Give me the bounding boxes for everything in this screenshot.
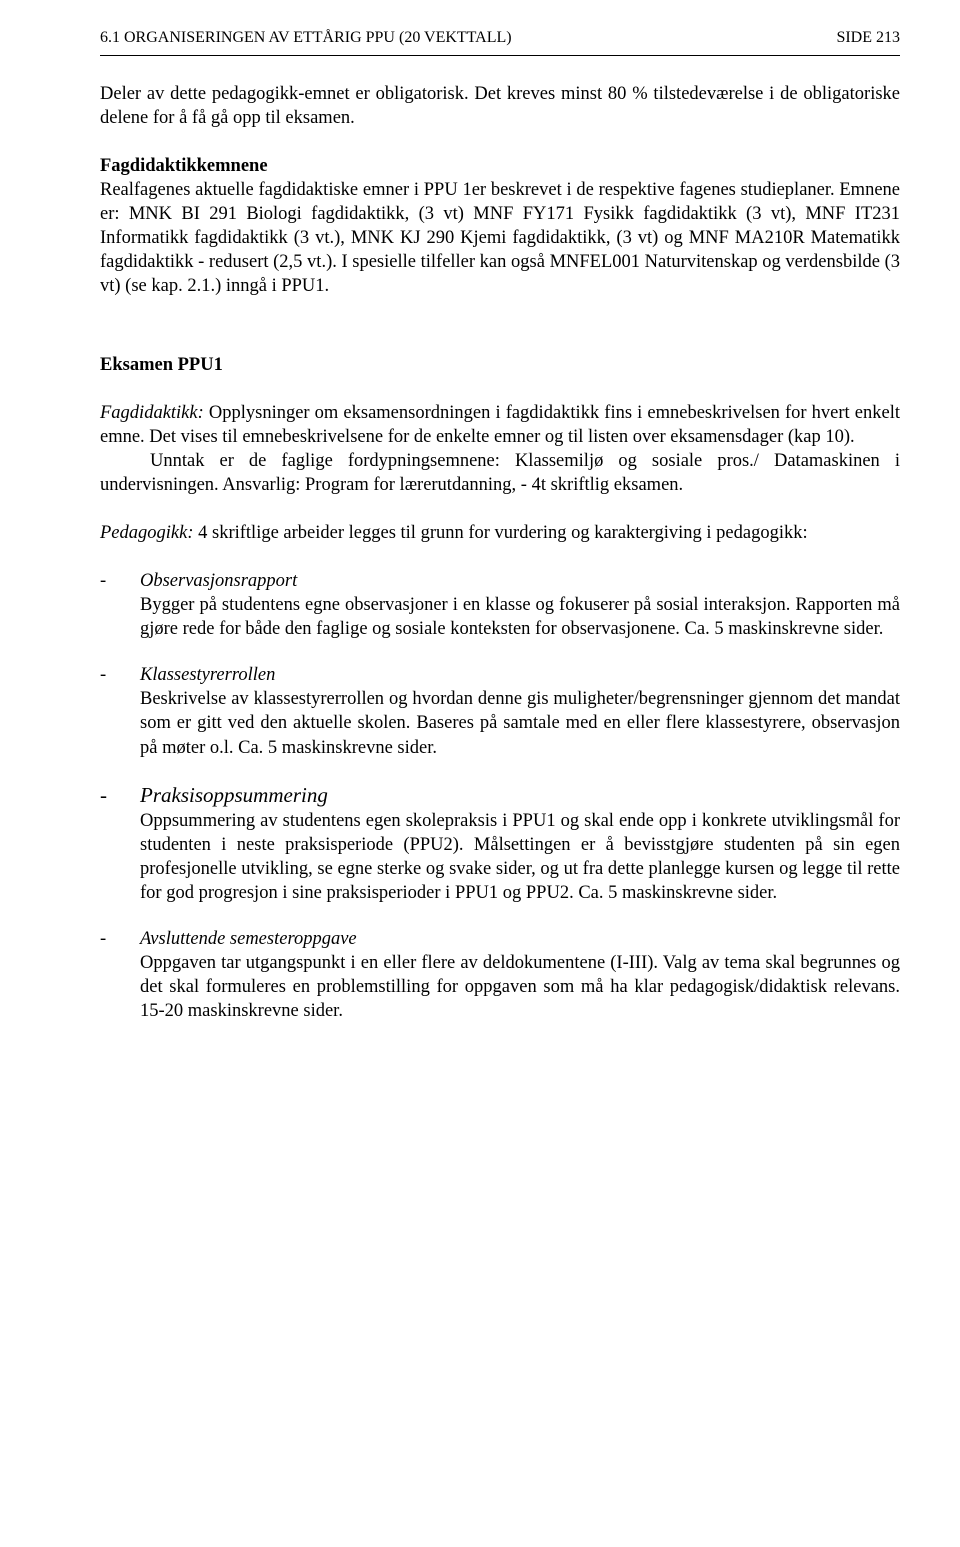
list-item-title: Avsluttende semesteroppgave (140, 929, 357, 949)
pedagogikk-label: Pedagogikk: (100, 523, 194, 543)
eksamen-heading: Eksamen PPU1 (100, 353, 900, 377)
list-item-title: Klassestyrerrollen (140, 665, 275, 685)
pedagogikk-text: 4 skriftlige arbeider legges til grunn f… (194, 523, 808, 543)
header-divider (100, 55, 900, 56)
pedagogikk-para: Pedagogikk: 4 skriftlige arbeider legges… (100, 521, 900, 545)
list-item-body: Beskrivelse av klassestyrerrollen og hvo… (140, 689, 900, 757)
list-item: -Avsluttende semesteroppgave Oppgaven tar… (100, 927, 900, 1023)
list-dash: - (100, 569, 140, 641)
list-content: Observasjonsrapport Bygger på studentens … (140, 569, 900, 641)
list-content: Klassestyrerrollen Beskrivelse av klasses… (140, 663, 900, 759)
list-content: Avsluttende semesteroppgave Oppgaven tar … (140, 927, 900, 1023)
intro-paragraph: Deler av dette pedagogikk-emnet er oblig… (100, 82, 900, 130)
fagdidaktikk-eksamen-para: Fagdidaktikk: Opplysninger om eksamensor… (100, 401, 900, 449)
fagdidaktikk-text1: Opplysninger om eksamensordningen i fagd… (100, 403, 900, 447)
list-item: -Klassestyrerrollen Beskrivelse av klasse… (100, 663, 900, 759)
header-left: 6.1 ORGANISERINGEN AV ETTÅRIG PPU (20 VE… (100, 28, 512, 49)
assignment-list: -ObservasjonsrapportBygger på studentens… (100, 569, 900, 1023)
list-item-body: Oppgaven tar utgangspunkt i en eller fle… (140, 953, 900, 1021)
fagdidaktikk-text2: Unntak er de faglige fordypningsemnene: … (100, 449, 900, 497)
list-item-body: Bygger på studentens egne observasjoner … (140, 595, 900, 639)
fagdidaktikk-block: Fagdidaktikkemnene Realfagenes aktuelle … (100, 154, 900, 298)
list-dash: - (100, 927, 140, 1023)
list-content: Praksisoppsummering Oppsummering av stude… (140, 782, 900, 905)
list-dash: - (100, 782, 140, 905)
page-header: 6.1 ORGANISERINGEN AV ETTÅRIG PPU (20 VE… (100, 28, 900, 49)
list-item: -Observasjonsrapport Bygger på studentens… (100, 569, 900, 641)
list-item: -Praksisoppsummering Oppsummering av stud… (100, 782, 900, 905)
list-dash: - (100, 663, 140, 759)
list-item-title: Observasjonsrapport (140, 571, 297, 591)
list-item-body: Oppsummering av studentens egen skolepra… (140, 811, 900, 903)
fagdidaktikk-label: Fagdidaktikk: (100, 403, 204, 423)
header-right: SIDE 213 (836, 28, 900, 49)
fagdidaktikk-body: Realfagenes aktuelle fagdidaktiske emner… (100, 180, 900, 296)
fagdidaktikk-heading: Fagdidaktikkemnene (100, 156, 268, 176)
list-item-title: Praksisoppsummering (140, 783, 328, 807)
